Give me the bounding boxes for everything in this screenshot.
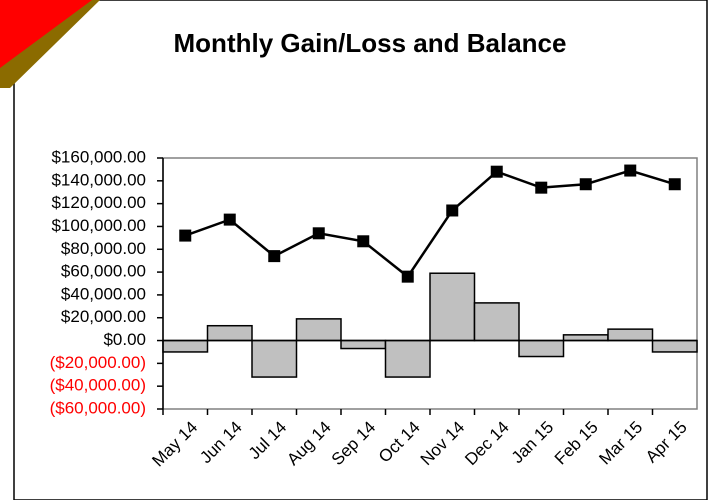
y-tick-label: $40,000.00	[61, 284, 146, 303]
y-tick-label: $140,000.00	[51, 170, 146, 189]
bar	[564, 335, 609, 341]
y-tick-label: $120,000.00	[51, 193, 146, 212]
marker	[580, 178, 592, 190]
bar	[653, 341, 698, 352]
marker	[624, 165, 636, 177]
marker	[179, 230, 191, 242]
bar	[475, 303, 520, 341]
bar	[208, 326, 253, 341]
y-tick-label: ($20,000.00)	[50, 353, 146, 372]
y-tick-label: $100,000.00	[51, 216, 146, 235]
bar	[519, 341, 564, 357]
marker	[535, 182, 547, 194]
marker	[669, 178, 681, 190]
y-tick-label: $160,000.00	[51, 147, 146, 166]
bar	[430, 273, 475, 340]
y-tick-label: $0.00	[103, 330, 146, 349]
bar	[341, 341, 386, 349]
marker	[268, 250, 280, 262]
bar	[252, 341, 297, 378]
marker	[446, 204, 458, 216]
bar	[608, 329, 653, 340]
bar	[163, 341, 208, 352]
bar	[386, 341, 431, 378]
marker	[313, 227, 325, 239]
y-tick-label: $80,000.00	[61, 239, 146, 258]
chart: Monthly Gain/Loss and Balance $160,000.0…	[0, 0, 712, 500]
marker	[491, 166, 503, 178]
bar	[297, 319, 342, 341]
y-tick-label: ($40,000.00)	[50, 376, 146, 395]
y-tick-label: ($60,000.00)	[50, 398, 146, 417]
marker	[357, 235, 369, 247]
marker	[402, 271, 414, 283]
y-tick-label: $20,000.00	[61, 307, 146, 326]
chart-title: Monthly Gain/Loss and Balance	[174, 28, 567, 58]
marker	[224, 214, 236, 226]
y-tick-label: $60,000.00	[61, 262, 146, 281]
